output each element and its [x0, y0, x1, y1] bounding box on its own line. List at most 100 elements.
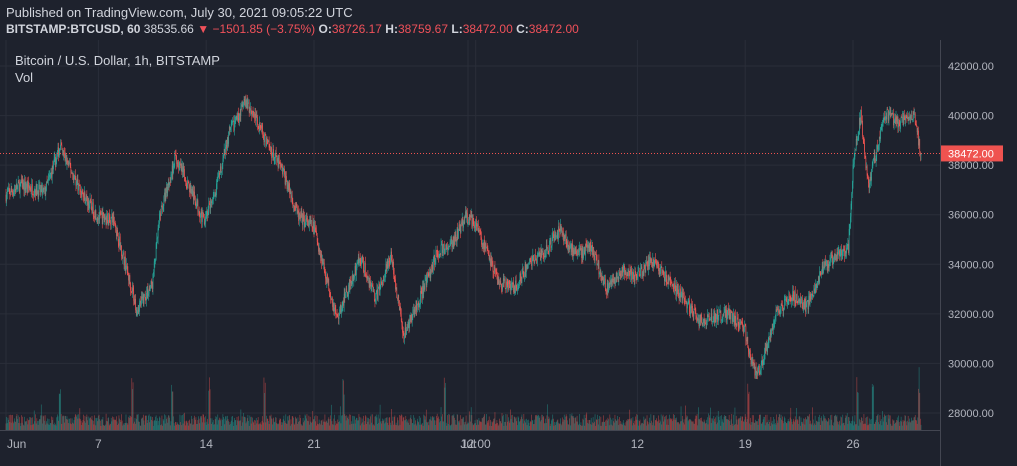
candle-body: [237, 113, 239, 119]
candle-body: [468, 219, 470, 221]
volume-bar: [434, 424, 436, 430]
volume-bar: [296, 423, 298, 430]
candle-body: [531, 257, 533, 266]
volume-bar: [783, 423, 785, 430]
volume-bar: [596, 419, 598, 430]
volume-bar: [800, 425, 801, 430]
candle-body: [319, 249, 321, 251]
candle-body: [74, 175, 76, 177]
candle-body: [166, 187, 168, 194]
candle-body: [314, 225, 316, 232]
volume-bar: [826, 421, 828, 430]
candle-body: [90, 201, 92, 208]
volume-bar: [587, 422, 588, 430]
candle-body: [859, 118, 861, 125]
candle-body: [416, 300, 418, 310]
candle-body: [760, 369, 761, 375]
volume-bar: [234, 420, 236, 430]
candle-body: [179, 163, 181, 165]
candle-body: [89, 199, 91, 206]
candle-body: [869, 184, 871, 188]
volume-bar: [326, 421, 328, 430]
volume-bar: [883, 417, 885, 430]
candle-body: [352, 274, 354, 281]
candle-body: [476, 225, 478, 227]
price-chart[interactable]: 42000.0040000.0038000.0036000.0034000.00…: [0, 40, 1017, 466]
volume-bar: [350, 421, 352, 430]
volume-bar: [149, 422, 151, 430]
candle-body: [377, 288, 379, 300]
volume-bar: [329, 425, 330, 430]
candle-body: [589, 241, 591, 252]
candle-body: [280, 164, 282, 167]
candle-body: [312, 227, 314, 229]
candle-body: [269, 147, 271, 149]
volume-bar: [763, 416, 765, 430]
candle-body: [527, 263, 529, 266]
candle-body: [543, 253, 545, 258]
candle-body: [423, 285, 425, 294]
volume-bar: [420, 417, 421, 430]
candle-body: [419, 304, 421, 305]
candle-body: [637, 271, 639, 277]
volume-bar: [383, 419, 385, 430]
volume-bar: [83, 414, 84, 430]
volume-bar: [345, 420, 347, 430]
volume-bar: [246, 421, 247, 430]
volume-bar: [860, 417, 862, 430]
volume-bar: [739, 418, 740, 430]
candle-body: [306, 217, 308, 220]
candle-body: [767, 346, 769, 352]
candle-body: [284, 169, 285, 175]
volume-bar: [360, 417, 362, 430]
volume-bar: [468, 411, 470, 430]
candle-body: [510, 284, 511, 290]
volume-bar: [255, 418, 257, 430]
candle-body: [864, 152, 866, 159]
candle-body: [744, 325, 746, 327]
volume-bar: [245, 423, 247, 430]
volume-bar: [127, 424, 129, 430]
volume-bar: [198, 416, 199, 430]
candle-body: [916, 126, 918, 133]
candle-body: [687, 301, 689, 303]
candle-body: [630, 269, 632, 273]
candle-body: [765, 348, 767, 350]
volume-bar: [238, 421, 240, 430]
volume-bar: [484, 414, 486, 430]
candle-body: [65, 155, 67, 161]
volume-bar: [244, 416, 246, 430]
candle-body: [31, 184, 33, 195]
candle-body: [289, 190, 291, 194]
volume-bar: [538, 415, 539, 430]
candle-body: [619, 272, 620, 276]
volume-bar: [440, 421, 441, 430]
volume-bar: [762, 419, 764, 430]
volume-bar: [735, 424, 736, 430]
candle-body: [107, 221, 109, 226]
volume-bar: [455, 424, 457, 430]
candle-body: [593, 253, 595, 256]
candle-body: [547, 247, 548, 249]
candle-body: [710, 319, 711, 320]
volume-bar: [669, 414, 670, 430]
volume-bar: [435, 420, 437, 430]
volume-bar: [641, 422, 643, 430]
candle-body: [52, 166, 54, 170]
candle-body: [603, 277, 604, 286]
candle-body: [513, 282, 514, 293]
volume-bar: [727, 419, 729, 430]
volume-bar: [824, 416, 826, 430]
candle-body: [153, 272, 154, 275]
volume-bar: [407, 422, 409, 430]
candle-body: [854, 149, 856, 157]
candle-body: [730, 312, 732, 320]
volume-bar: [825, 421, 827, 430]
candle-body: [912, 118, 914, 120]
candle-body: [335, 309, 337, 314]
candle-body: [736, 317, 738, 327]
candle-body: [130, 282, 131, 291]
volume-bar: [257, 417, 259, 430]
volume-bar: [567, 424, 569, 430]
low-label: L:: [451, 22, 463, 36]
